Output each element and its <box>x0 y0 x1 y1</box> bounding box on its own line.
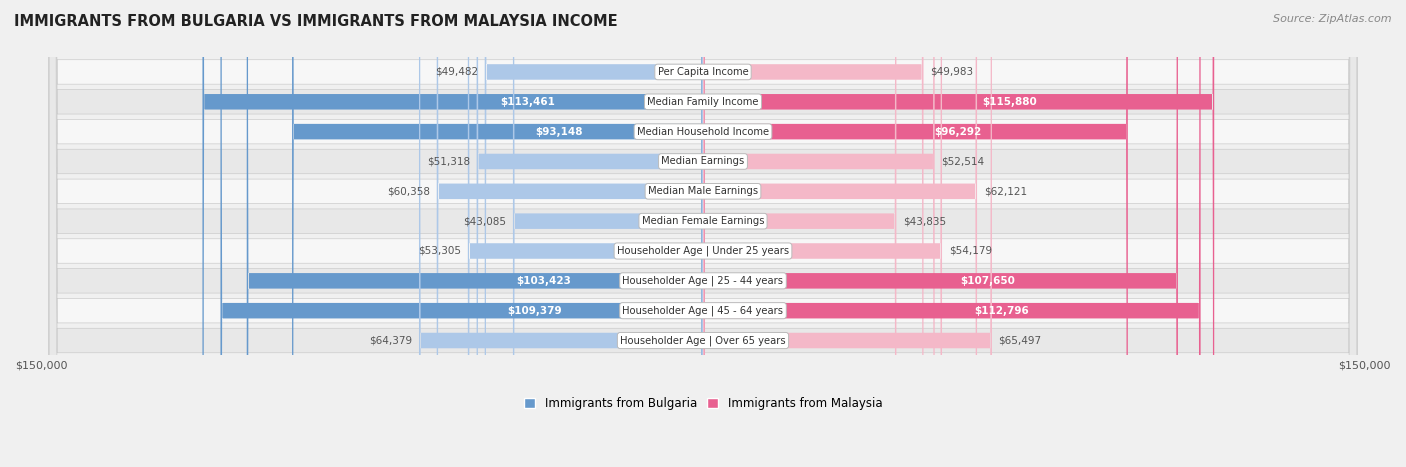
FancyBboxPatch shape <box>49 0 1357 467</box>
FancyBboxPatch shape <box>49 0 1357 467</box>
FancyBboxPatch shape <box>703 0 1178 467</box>
FancyBboxPatch shape <box>49 0 1357 467</box>
FancyBboxPatch shape <box>703 0 993 467</box>
Text: $49,482: $49,482 <box>434 67 478 77</box>
Text: $93,148: $93,148 <box>536 127 583 137</box>
Text: $53,305: $53,305 <box>418 246 461 256</box>
Text: $112,796: $112,796 <box>974 306 1029 316</box>
FancyBboxPatch shape <box>703 0 1201 467</box>
Text: $64,379: $64,379 <box>370 335 412 346</box>
Text: Per Capita Income: Per Capita Income <box>658 67 748 77</box>
Text: Source: ZipAtlas.com: Source: ZipAtlas.com <box>1274 14 1392 24</box>
Text: $54,179: $54,179 <box>949 246 991 256</box>
Text: $115,880: $115,880 <box>983 97 1038 107</box>
Text: $49,983: $49,983 <box>931 67 973 77</box>
FancyBboxPatch shape <box>49 0 1357 467</box>
Text: $107,650: $107,650 <box>960 276 1015 286</box>
FancyBboxPatch shape <box>477 0 703 467</box>
Text: Householder Age | 45 - 64 years: Householder Age | 45 - 64 years <box>623 305 783 316</box>
FancyBboxPatch shape <box>437 0 703 467</box>
FancyBboxPatch shape <box>49 0 1357 467</box>
Text: $113,461: $113,461 <box>501 97 555 107</box>
FancyBboxPatch shape <box>703 0 897 467</box>
Text: $43,835: $43,835 <box>903 216 946 226</box>
FancyBboxPatch shape <box>49 0 1357 467</box>
Text: $109,379: $109,379 <box>506 306 561 316</box>
FancyBboxPatch shape <box>49 0 1357 467</box>
FancyBboxPatch shape <box>485 0 703 467</box>
Text: $43,085: $43,085 <box>464 216 506 226</box>
Text: $51,318: $51,318 <box>427 156 470 166</box>
Text: Median Female Earnings: Median Female Earnings <box>641 216 765 226</box>
FancyBboxPatch shape <box>703 0 977 467</box>
FancyBboxPatch shape <box>49 0 1357 467</box>
Text: Median Household Income: Median Household Income <box>637 127 769 137</box>
FancyBboxPatch shape <box>703 0 935 467</box>
Legend: Immigrants from Bulgaria, Immigrants from Malaysia: Immigrants from Bulgaria, Immigrants fro… <box>519 393 887 415</box>
Text: $96,292: $96,292 <box>934 127 981 137</box>
FancyBboxPatch shape <box>703 0 942 467</box>
Text: Householder Age | Under 25 years: Householder Age | Under 25 years <box>617 246 789 256</box>
FancyBboxPatch shape <box>419 0 703 467</box>
Text: $62,121: $62,121 <box>984 186 1026 196</box>
Text: $52,514: $52,514 <box>941 156 984 166</box>
Text: $103,423: $103,423 <box>516 276 571 286</box>
FancyBboxPatch shape <box>246 0 703 467</box>
Text: Median Family Income: Median Family Income <box>647 97 759 107</box>
FancyBboxPatch shape <box>49 0 1357 467</box>
FancyBboxPatch shape <box>703 0 924 467</box>
FancyBboxPatch shape <box>703 0 1128 467</box>
Text: Median Earnings: Median Earnings <box>661 156 745 166</box>
FancyBboxPatch shape <box>292 0 703 467</box>
FancyBboxPatch shape <box>513 0 703 467</box>
FancyBboxPatch shape <box>221 0 703 467</box>
FancyBboxPatch shape <box>703 0 1215 467</box>
Text: IMMIGRANTS FROM BULGARIA VS IMMIGRANTS FROM MALAYSIA INCOME: IMMIGRANTS FROM BULGARIA VS IMMIGRANTS F… <box>14 14 617 29</box>
FancyBboxPatch shape <box>468 0 703 467</box>
Text: Householder Age | Over 65 years: Householder Age | Over 65 years <box>620 335 786 346</box>
Text: Householder Age | 25 - 44 years: Householder Age | 25 - 44 years <box>623 276 783 286</box>
FancyBboxPatch shape <box>202 0 703 467</box>
Text: $65,497: $65,497 <box>998 335 1042 346</box>
Text: Median Male Earnings: Median Male Earnings <box>648 186 758 196</box>
FancyBboxPatch shape <box>49 0 1357 467</box>
Text: $60,358: $60,358 <box>387 186 430 196</box>
